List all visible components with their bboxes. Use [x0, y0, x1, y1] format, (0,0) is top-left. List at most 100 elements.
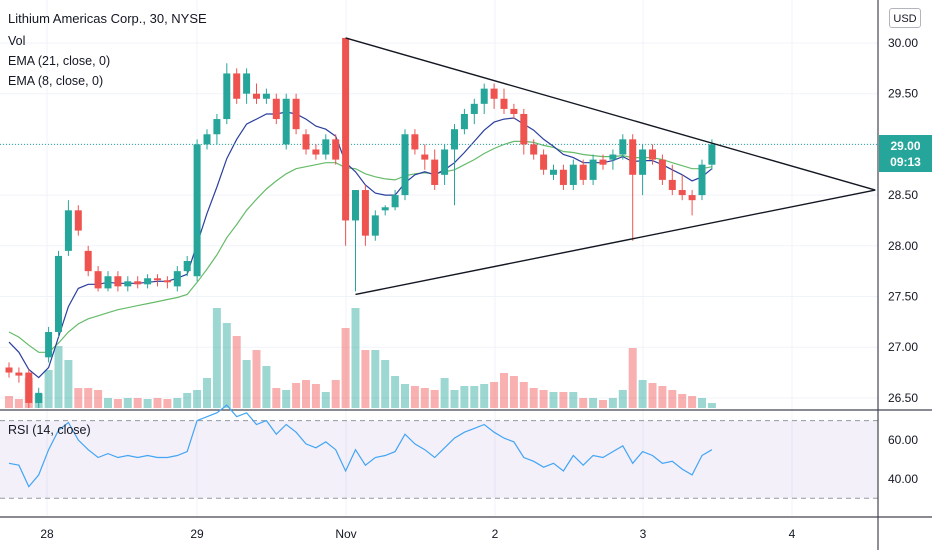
candle-body: [114, 276, 122, 287]
price-tick-label: 29.50: [888, 87, 918, 101]
candle-body: [25, 372, 33, 403]
candle-body: [520, 113, 528, 145]
volume-bar: [272, 388, 281, 408]
price-tick-label: 28.50: [888, 188, 918, 202]
volume-bar: [113, 399, 122, 408]
candle-body: [94, 271, 102, 289]
volume-bar: [500, 373, 508, 408]
candle-body: [579, 164, 587, 180]
candle-body: [55, 255, 62, 332]
volume-bar: [203, 378, 211, 408]
candle-body: [639, 149, 647, 175]
legend-ema21[interactable]: EMA (21, close, 0): [8, 54, 111, 68]
candle-body: [451, 129, 458, 150]
volume-bar: [183, 393, 192, 408]
candle-body: [569, 164, 577, 185]
candle-body: [619, 139, 627, 155]
volume-bar: [678, 394, 687, 408]
volume-bar: [193, 390, 202, 408]
currency-button[interactable]: USD: [889, 8, 921, 28]
candle-body: [134, 281, 142, 285]
candle-body: [540, 154, 548, 170]
candle-body: [559, 169, 567, 185]
ema21-line: [8, 140, 713, 353]
volume-bar: [84, 388, 93, 408]
volume-bar: [707, 403, 716, 408]
candle-body: [698, 164, 706, 196]
candle-body: [381, 207, 389, 211]
candle-body: [668, 179, 676, 191]
candle-body: [401, 134, 409, 196]
volume-bar: [430, 390, 439, 408]
candle-body: [421, 154, 429, 160]
candle-body: [154, 278, 161, 281]
candle-body: [708, 144, 716, 165]
volume-bar: [589, 398, 598, 408]
candle-body: [312, 149, 320, 155]
candle-body: [144, 278, 152, 285]
volume-bar: [371, 350, 380, 408]
volume-bar: [579, 398, 588, 408]
legend-volume[interactable]: Vol: [8, 34, 26, 48]
candle-body: [530, 144, 538, 155]
candle-body: [5, 367, 13, 373]
rsi-tick-label: 40.00: [888, 472, 918, 486]
volume-bar: [549, 392, 558, 408]
chart-title: Lithium Americas Corp., 30, NYSE: [8, 11, 207, 26]
triangle-upper-line: [345, 37, 876, 191]
last-price-value: 29.00: [890, 139, 921, 153]
volume-bar: [599, 400, 607, 408]
volume-bar: [331, 380, 340, 408]
price-tick-label: 27.50: [888, 290, 918, 304]
candle-body: [361, 190, 369, 236]
volume-bar: [94, 390, 103, 408]
time-tick-label: 4: [789, 527, 796, 541]
volume-bar: [391, 376, 400, 408]
triangle-lower-line: [355, 189, 876, 296]
price-tick-label: 27.00: [888, 340, 918, 354]
volume-bar: [282, 390, 291, 408]
volume-bar: [410, 386, 419, 408]
volume-bar: [104, 398, 112, 408]
volume-bar: [460, 386, 469, 408]
candle-body: [470, 103, 478, 114]
candle-body: [629, 139, 637, 175]
volume-bar: [222, 323, 231, 408]
volume-bar: [14, 399, 23, 408]
volume-bar: [440, 378, 449, 408]
volume-bar: [381, 360, 390, 408]
volume-bar: [361, 350, 370, 408]
candle-body: [371, 215, 379, 236]
rsi-line: [8, 404, 713, 488]
candle-body: [104, 276, 112, 289]
time-tick-label: 2: [492, 527, 499, 541]
volume-bar: [658, 386, 667, 408]
candle-body: [322, 139, 330, 155]
volume-bar: [163, 399, 172, 408]
candle-body: [15, 372, 23, 376]
price-tick-label: 26.50: [888, 391, 918, 405]
candle-body: [233, 73, 241, 99]
volume-bar: [638, 380, 647, 408]
candle-body: [510, 108, 518, 114]
volume-bar: [559, 392, 568, 408]
time-tick-label: Nov: [335, 527, 356, 541]
ema8-line: [8, 111, 713, 379]
volume-bar: [420, 388, 429, 408]
legend-ema8[interactable]: EMA (8, close, 0): [8, 74, 104, 88]
time-tick-label: 3: [640, 527, 647, 541]
volume-bar: [450, 390, 459, 408]
candle-body: [173, 271, 181, 287]
volume-bar: [608, 398, 617, 408]
rsi-legend[interactable]: RSI (14, close): [8, 423, 91, 437]
candle-body: [431, 159, 439, 185]
time-tick-label: 29: [190, 527, 204, 541]
volume-bar: [54, 346, 63, 408]
volume-bar: [173, 398, 182, 408]
volume-bar: [252, 350, 261, 408]
volume-bar: [44, 370, 53, 408]
volume-bar: [509, 376, 518, 408]
volume-bar: [153, 398, 162, 408]
time-tick-label: 28: [40, 527, 54, 541]
